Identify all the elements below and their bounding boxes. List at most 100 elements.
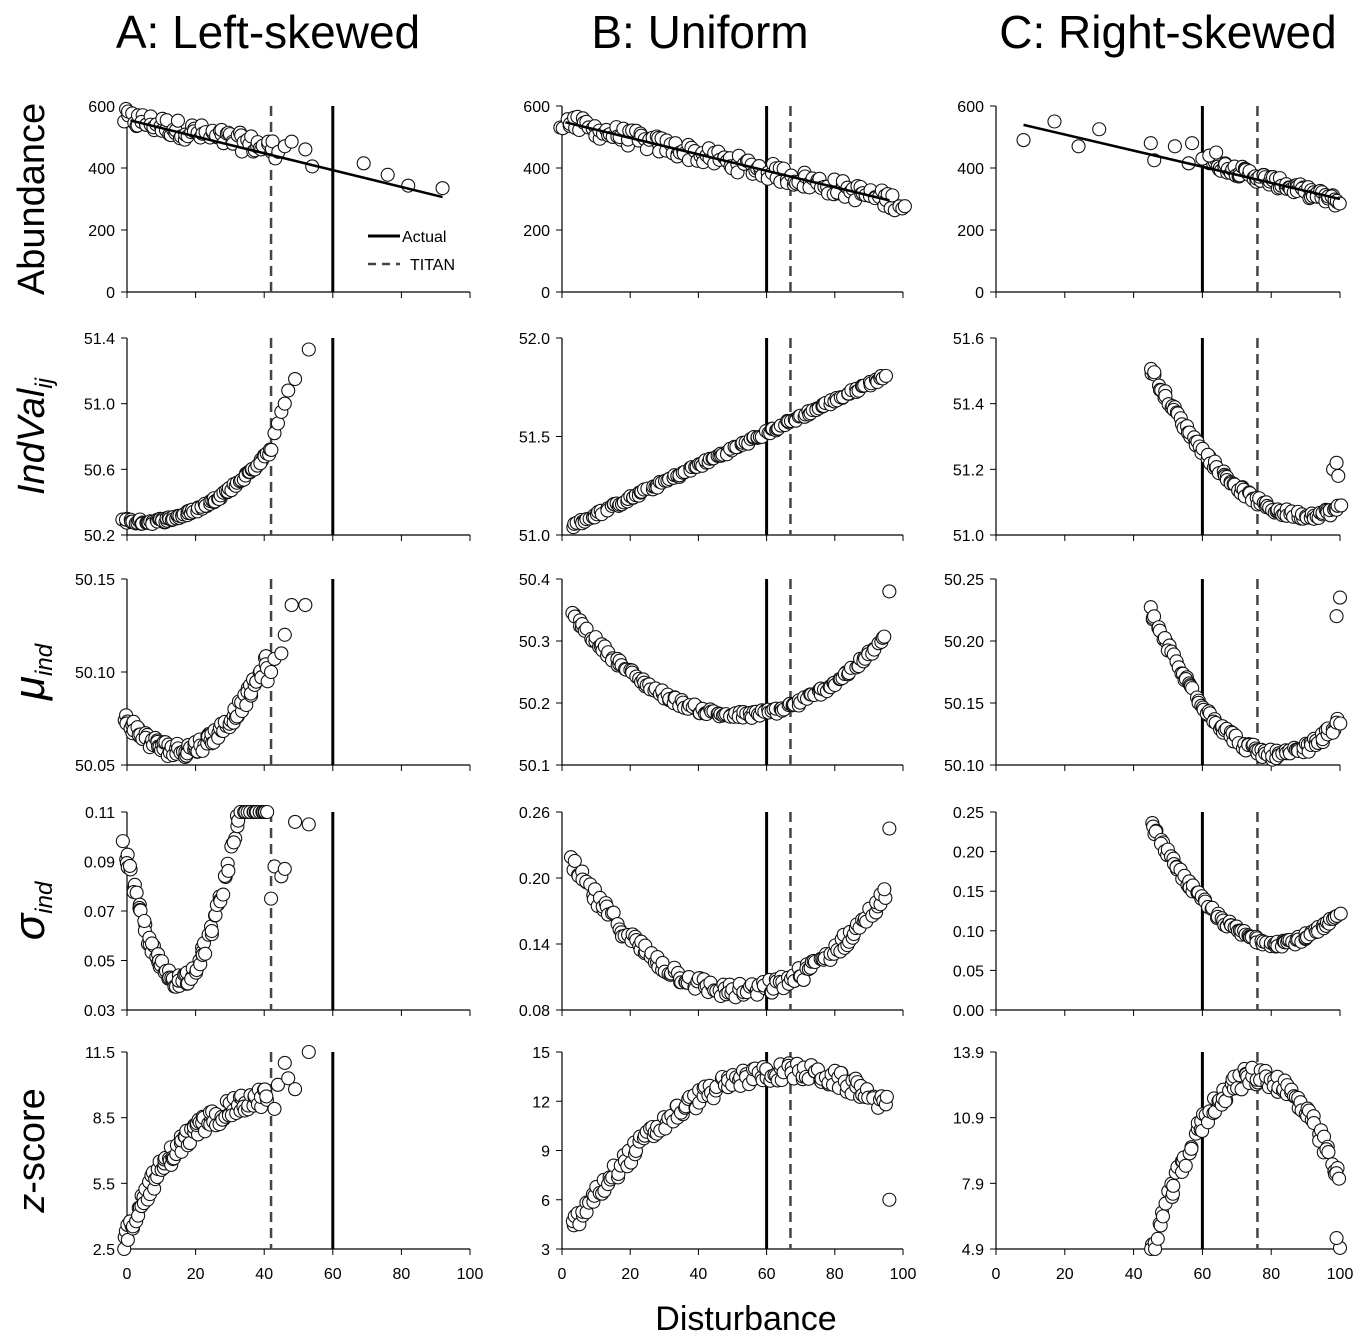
data-point (122, 858, 137, 873)
x-tick-label: 0 (123, 1266, 132, 1283)
x-axis-label: Disturbance (655, 1300, 836, 1337)
y-tick-label: 50.2 (519, 696, 550, 713)
data-point (882, 584, 897, 599)
data-point (137, 913, 152, 929)
x-tick-label: 0 (992, 1266, 1001, 1283)
data-point (288, 1082, 303, 1097)
panel-A-indval: 50.2 50.6 51.0 51.4 (84, 331, 471, 545)
data-point (1329, 609, 1344, 624)
panel-C-z: 4.9 7.9 10.9 13.9 0 20 40 60 80 100 (953, 1045, 1354, 1283)
data-point (288, 814, 303, 829)
data-point (1184, 1141, 1199, 1156)
legend-titan-label: TITAN (410, 257, 455, 274)
data-point (1147, 365, 1162, 380)
data-point (298, 142, 313, 157)
data-point (1167, 139, 1182, 154)
data-point (277, 861, 292, 876)
data-point (885, 188, 900, 203)
x-tick-label: 40 (690, 1266, 708, 1283)
data-point (1334, 498, 1349, 513)
panel-C-indval: 51.0 51.2 51.4 51.6 (953, 331, 1349, 545)
y-tick-label: 50.10 (75, 665, 115, 682)
trend-line (565, 121, 890, 202)
y-tick-label: 51.0 (953, 528, 984, 545)
data-point (277, 396, 292, 411)
panel-C-abundance: 0 200 400 600 (957, 99, 1347, 302)
y-tick-label: 2.5 (93, 1242, 115, 1259)
data-point (288, 371, 303, 387)
y-tick-label: 0 (541, 285, 550, 302)
x-tick-label: 60 (324, 1266, 342, 1283)
data-point (259, 1089, 274, 1104)
y-tick-label: 600 (957, 99, 984, 116)
data-point (882, 1192, 897, 1207)
data-point (267, 1101, 282, 1116)
x-tick-label: 100 (457, 1266, 484, 1283)
y-tick-label: 51.4 (84, 331, 115, 348)
data-point (216, 887, 231, 902)
row-labels: Abundance IndValij μind σind z-score (5, 103, 58, 1214)
data-point (1092, 122, 1107, 137)
data-point (221, 863, 236, 878)
data-point (1329, 1231, 1344, 1246)
data-point (877, 629, 892, 644)
x-tick-label: 40 (255, 1266, 273, 1283)
x-tick-label: 40 (1125, 1266, 1143, 1283)
panel-A-z: 2.5 5.5 8.5 11.5 0 20 40 60 80 100 (85, 1044, 484, 1283)
data-point (226, 835, 241, 850)
panel-B-mu: 50.1 50.2 50.3 50.4 (519, 572, 904, 775)
data-point (1331, 468, 1346, 483)
x-tick-label: 0 (558, 1266, 567, 1283)
legend-actual-label: Actual (402, 229, 446, 246)
data-point (1329, 455, 1344, 470)
y-tick-label: 51.2 (953, 462, 984, 479)
y-tick-label: 5.5 (93, 1176, 115, 1193)
y-tick-label: 50.6 (84, 462, 115, 479)
trend-line (1023, 123, 1341, 201)
y-tick-label: 0.05 (84, 954, 115, 971)
y-tick-label: 50.3 (519, 634, 550, 651)
panel-B-sigma: 0.08 0.14 0.20 0.26 (519, 805, 904, 1020)
y-tick-label: 0.20 (519, 871, 550, 888)
panel-B-abundance: 0 200 400 600 (523, 99, 912, 302)
data-point (567, 853, 582, 869)
data-point (277, 1055, 292, 1070)
y-tick-label: 10.9 (953, 1111, 984, 1128)
row-label-2: μind (5, 643, 58, 701)
data-point (380, 167, 395, 182)
y-tick-label: 15 (532, 1045, 550, 1062)
y-tick-label: 8.5 (93, 1111, 115, 1128)
panel-C-sigma: 0.00 0.05 0.10 0.15 0.20 0.25 (953, 805, 1348, 1020)
y-tick-label: 11.5 (85, 1045, 115, 1062)
data-point (1185, 136, 1200, 151)
y-tick-label: 200 (523, 223, 550, 240)
column-title-a: A: Left-skewed (116, 6, 420, 58)
data-point (281, 1071, 296, 1086)
data-point (1332, 196, 1347, 211)
x-tick-label: 60 (1194, 1266, 1212, 1283)
y-tick-label: 50.10 (944, 758, 984, 775)
data-point (356, 156, 371, 171)
data-point (129, 885, 144, 900)
y-tick-label: 50.25 (944, 572, 984, 589)
data-point (204, 924, 219, 939)
data-point (1143, 136, 1158, 151)
data-point (265, 134, 280, 149)
y-tick-label: 0.14 (519, 937, 550, 954)
data-point (264, 664, 279, 680)
data-point (264, 442, 279, 458)
data-point (301, 1044, 316, 1060)
data-point (274, 646, 289, 661)
row-label-3: σind (5, 881, 58, 940)
data-point (877, 882, 892, 897)
data-point (897, 199, 912, 214)
panel-B-z: 3 6 9 12 15 0 20 40 60 80 100 (532, 1045, 916, 1283)
y-tick-label: 50.15 (944, 696, 984, 713)
row-label-4: z-score (11, 1088, 53, 1214)
data-point (1209, 145, 1224, 160)
y-tick-label: 50.15 (75, 572, 115, 589)
y-tick-label: 13.9 (953, 1045, 984, 1062)
data-point (1178, 1158, 1193, 1173)
y-tick-label: 50.20 (944, 634, 984, 651)
